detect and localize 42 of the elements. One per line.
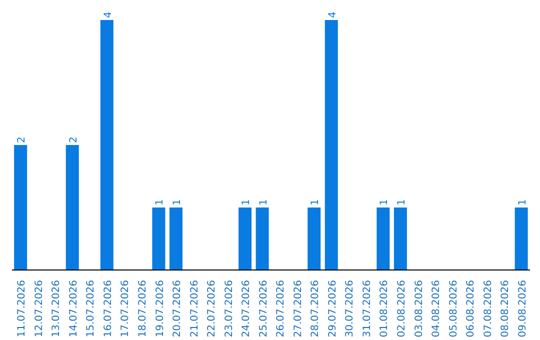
x-tick-label: 11.07.2026: [16, 280, 28, 338]
data-label: 1: [241, 199, 252, 206]
x-tick-label: 14.07.2026: [68, 280, 80, 338]
data-label: 1: [172, 199, 183, 206]
x-tick-label: 17.07.2026: [120, 280, 132, 338]
x-tick-label: 19.07.2026: [154, 280, 166, 338]
x-tick-label: 24.07.2026: [241, 280, 252, 338]
x-tick-label: 22.07.2026: [206, 280, 218, 338]
data-label: 1: [310, 199, 322, 206]
x-tick-label: 06.08.2026: [466, 280, 477, 338]
data-label: 1: [379, 199, 390, 206]
data-label: 1: [258, 199, 270, 206]
x-tick-label: 31.07.2026: [362, 280, 373, 338]
x-tick-label: 27.07.2026: [292, 280, 304, 338]
x-tick-label: 13.07.2026: [51, 280, 62, 338]
x-tick-label: 03.08.2026: [414, 280, 425, 338]
data-label: 1: [396, 199, 408, 206]
data-label: 2: [68, 136, 80, 143]
x-tick-label: 21.07.2026: [189, 280, 200, 338]
x-tick-label: 02.08.2026: [396, 280, 408, 338]
x-tick-label: 07.08.2026: [482, 280, 494, 338]
x-tick-label: 01.08.2026: [379, 280, 390, 338]
x-tick-label: 04.08.2026: [431, 280, 442, 338]
x-tick-label: 16.07.2026: [102, 280, 114, 338]
x-tick-label: 09.08.2026: [517, 280, 528, 338]
data-label: 1: [154, 199, 166, 206]
x-tick-label: 08.08.2026: [500, 280, 512, 338]
x-tick-label: 20.07.2026: [172, 280, 184, 338]
data-label: 4: [327, 12, 338, 18]
data-label: 1: [517, 199, 528, 206]
x-tick-label: 23.07.2026: [224, 280, 235, 338]
x-tick-label: 28.07.2026: [310, 280, 322, 338]
data-label: 2: [16, 136, 28, 143]
x-tick-label: 05.08.2026: [448, 280, 460, 338]
x-tick-label: 30.07.2026: [344, 280, 356, 338]
x-tick-label: 29.07.2026: [327, 280, 338, 338]
x-tick-label: 12.07.2026: [34, 280, 45, 338]
x-tick-label: 26.07.2026: [276, 280, 287, 338]
x-tick-label: 15.07.2026: [86, 280, 97, 338]
data-label: 4: [102, 12, 114, 18]
x-tick-label: 18.07.2026: [138, 280, 148, 338]
x-tick-label: 25.07.2026: [258, 280, 270, 338]
